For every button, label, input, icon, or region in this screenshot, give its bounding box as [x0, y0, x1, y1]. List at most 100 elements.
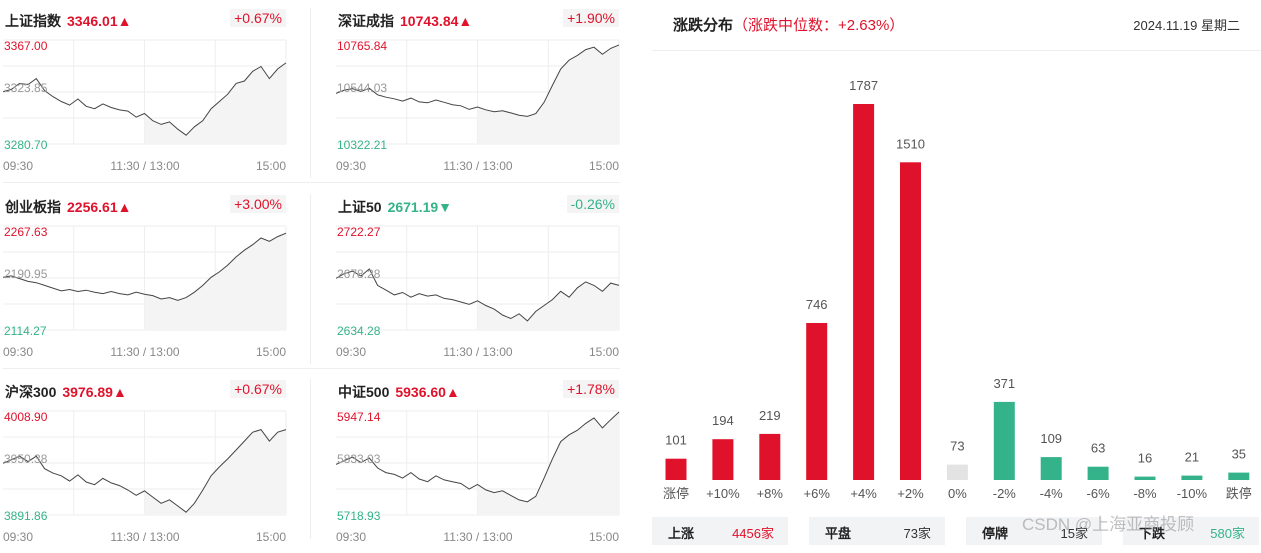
x-tick-label: 15:00 — [589, 345, 619, 359]
summary-label: 下跌 — [1139, 526, 1166, 541]
index-change: +0.67% — [230, 9, 286, 27]
intraday-chart: 4008.90 3950.38 3891.86 09:30 11:30 / 13:00 1… — [3, 410, 287, 544]
distribution-bar — [1228, 472, 1250, 480]
price-line — [336, 411, 620, 503]
index-panel-sz50[interactable]: 上证50 2671.19▼ -0.26% 2722.27 2678.28 2634.2… — [336, 188, 621, 368]
index-value: 5936.60▲ — [395, 384, 460, 400]
bar-category-label: -10% — [1177, 486, 1208, 501]
distribution-bar — [712, 439, 734, 480]
summary-down: 下跌 580家 — [1123, 517, 1259, 545]
y-mid-label: 10544.03 — [337, 81, 387, 95]
summary-label: 上涨 — [668, 526, 695, 541]
panel-divider — [3, 182, 620, 183]
bar-value-label: 109 — [1040, 431, 1062, 446]
index-name: 上证50 — [338, 199, 382, 215]
index-panel-zz500[interactable]: 中证500 5936.60▲ +1.78% 5947.14 5833.03 5718.… — [336, 373, 621, 553]
x-tick-label: 15:00 — [589, 530, 619, 544]
x-tick-label: 09:30 — [336, 530, 366, 544]
bar-value-label: 21 — [1185, 450, 1199, 465]
intraday-chart: 3367.00 3323.85 3280.70 09:30 11:30 / 13:00 1… — [3, 39, 287, 173]
summary-value: 4456家 — [732, 526, 774, 541]
y-low-label: 5718.93 — [337, 509, 381, 523]
bar-category-label: 涨停 — [663, 486, 689, 501]
index-change: -0.26% — [566, 195, 619, 213]
x-tick-label: 11:30 / 13:00 — [110, 159, 179, 173]
intraday-chart: 2722.27 2678.28 2634.28 09:30 11:30 / 13:00 1… — [336, 225, 620, 359]
distribution-date: 2024.11.19 星期二 — [1133, 18, 1240, 33]
bar-category-label: -8% — [1133, 486, 1157, 501]
panel-divider — [310, 8, 311, 178]
y-high-label: 2267.63 — [4, 225, 48, 239]
bar-category-label: 0% — [948, 486, 967, 501]
distribution-bar — [1087, 466, 1109, 480]
index-panel-hs300[interactable]: 沪深300 3976.89▲ +0.67% 4008.90 3950.38 3891.… — [3, 373, 288, 553]
y-high-label: 5947.14 — [337, 410, 381, 424]
index-name: 中证500 — [338, 384, 390, 400]
intraday-chart: 10765.84 10544.03 10322.21 09:30 11:30 / 13:… — [336, 39, 620, 173]
price-line — [3, 232, 287, 301]
distribution-median: （涨跌中位数：+2.63%） — [733, 17, 905, 34]
x-tick-label: 09:30 — [336, 159, 366, 173]
price-area — [477, 412, 619, 515]
distribution-bar — [759, 433, 781, 480]
index-panel-sh[interactable]: 上证指数 3346.01▲ +0.67% 3367.00 3323.85 3280.7… — [3, 2, 288, 182]
index-value: 10743.84▲ — [400, 13, 473, 29]
index-change: +1.90% — [563, 9, 619, 27]
y-low-label: 3891.86 — [4, 509, 48, 523]
y-high-label: 2722.27 — [337, 225, 381, 239]
bar-category-label: -6% — [1087, 486, 1111, 501]
x-tick-label: 15:00 — [256, 159, 286, 173]
bar-value-label: 35 — [1232, 447, 1246, 462]
bar-value-label: 746 — [806, 297, 828, 312]
index-panel-cyb[interactable]: 创业板指 2256.61▲ +3.00% 2267.63 2190.95 2114.2… — [3, 188, 288, 368]
y-mid-label: 5833.03 — [337, 452, 381, 466]
index-value: 2671.19▼ — [387, 199, 453, 215]
watermark: CSDN @上海亚商投顾 — [1022, 515, 1195, 534]
y-mid-label: 2190.95 — [4, 267, 48, 281]
index-name: 深证成指 — [338, 13, 394, 29]
summary-label: 平盘 — [825, 526, 852, 541]
bar-value-label: 16 — [1138, 451, 1152, 466]
y-high-label: 4008.90 — [4, 410, 48, 424]
bar-category-label: 跌停 — [1226, 486, 1252, 501]
bar-category-label: +4% — [850, 486, 877, 501]
intraday-chart: 5947.14 5833.03 5718.93 09:30 11:30 / 13:00 1… — [336, 410, 620, 544]
x-tick-label: 15:00 — [589, 159, 619, 173]
index-value: 2256.61▲ — [67, 199, 132, 215]
summary-value: 580家 — [1210, 526, 1245, 541]
bar-category-label: -4% — [1040, 486, 1064, 501]
bar-value-label: 73 — [950, 439, 964, 454]
index-name: 创业板指 — [5, 199, 61, 215]
y-high-label: 10765.84 — [337, 39, 387, 53]
bar-value-label: 371 — [993, 376, 1015, 391]
bar-value-label: 1510 — [896, 136, 925, 151]
price-area — [144, 62, 286, 144]
distribution-chart: 101 涨停 194 +10% 219 +8% 746 +6% 1787 +4% 1510 +2% 73… — [663, 78, 1252, 501]
index-panel-sz[interactable]: 深证成指 10743.84▲ +1.90% 10765.84 10544.03 103… — [336, 2, 621, 182]
distribution-bar — [1134, 476, 1156, 480]
index-change: +3.00% — [230, 195, 286, 213]
price-area — [144, 429, 286, 515]
index-name: 沪深300 — [5, 384, 57, 400]
distribution-bar — [806, 323, 828, 480]
bar-value-label: 194 — [712, 413, 734, 428]
distribution-bar — [665, 458, 687, 480]
summary-value: 73家 — [903, 526, 931, 541]
y-mid-label: 3323.85 — [4, 81, 48, 95]
bar-category-label: +10% — [706, 486, 740, 501]
x-tick-label: 11:30 / 13:00 — [110, 530, 179, 544]
y-low-label: 2114.27 — [4, 324, 47, 338]
summary-value: 15家 — [1060, 526, 1088, 541]
x-tick-label: 11:30 / 13:00 — [443, 530, 512, 544]
y-mid-label: 3950.38 — [4, 452, 48, 466]
index-name: 上证指数 — [5, 13, 61, 29]
x-tick-label: 11:30 / 13:00 — [443, 159, 512, 173]
distribution-bar — [853, 104, 875, 480]
bar-category-label: -2% — [993, 486, 1017, 501]
price-area — [477, 281, 619, 330]
intraday-chart: 2267.63 2190.95 2114.27 09:30 11:30 / 13:00 1… — [3, 225, 287, 359]
summary-up: 上涨 4456家 — [652, 517, 788, 545]
index-value: 3976.89▲ — [62, 384, 127, 400]
y-low-label: 2634.28 — [337, 324, 381, 338]
x-tick-label: 11:30 / 13:00 — [443, 345, 512, 359]
